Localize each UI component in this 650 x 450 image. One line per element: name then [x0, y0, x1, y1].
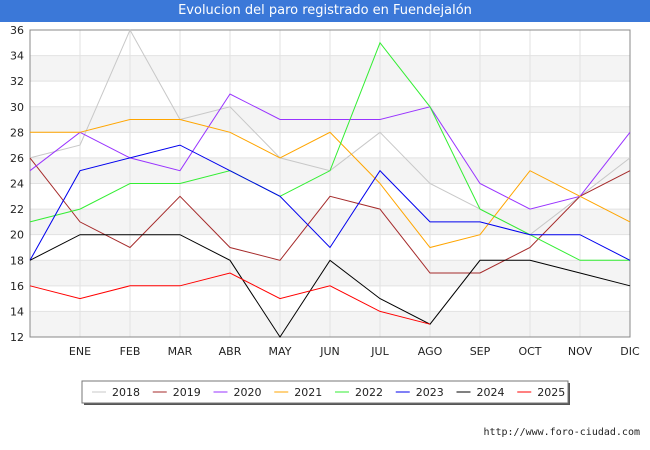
- chart-title: Evolucion del paro registrado en Fuendej…: [0, 0, 650, 22]
- legend-label-2023: 2023: [416, 386, 444, 399]
- x-tick-label: ABR: [219, 345, 242, 358]
- series-lines: [29, 28, 631, 338]
- y-tick-label: 36: [10, 24, 24, 37]
- y-tick-label: 22: [10, 203, 24, 216]
- legend-box: [81, 380, 569, 404]
- y-tick-label: 24: [10, 178, 24, 191]
- series-line-2023: [29, 144, 631, 261]
- x-tick-label: AGO: [418, 345, 443, 358]
- y-tick-label: 26: [10, 152, 24, 165]
- x-tick-label: MAR: [168, 345, 193, 358]
- source-footer: http://www.foro-ciudad.com: [483, 427, 640, 438]
- y-tick-label: 12: [10, 331, 24, 344]
- legend-label-2018: 2018: [112, 386, 140, 399]
- y-tick-label: 30: [10, 101, 24, 114]
- legend-label-2022: 2022: [355, 386, 383, 399]
- legend-label-2020: 2020: [234, 386, 262, 399]
- x-tick-label: SEP: [470, 345, 491, 358]
- x-tick-label: NOV: [568, 345, 593, 358]
- y-tick-label: 28: [10, 126, 24, 139]
- x-tick-label: DIC: [620, 345, 640, 358]
- plot-frame: [29, 29, 631, 338]
- x-tick-label: OCT: [518, 345, 541, 358]
- x-axis-ticks: ENE FEB MAR ABR MAY JUN JUL AGO SEP OCT NOV DIC: [69, 345, 640, 358]
- legend-label-2025: 2025: [537, 386, 565, 399]
- legend-label-2024: 2024: [477, 386, 505, 399]
- grid-lines: [29, 29, 631, 338]
- series-line-2021: [30, 119, 631, 249]
- x-tick-label: JUN: [319, 345, 340, 358]
- y-tick-label: 16: [10, 280, 24, 293]
- x-tick-label: JUL: [370, 345, 389, 358]
- legend: 2018 2019 2020 2021 2022 2023 2024 2025: [81, 380, 570, 405]
- y-tick-label: 14: [10, 305, 24, 318]
- y-tick-label: 20: [10, 229, 24, 242]
- series-line-2019: [29, 157, 631, 274]
- series-line-2024: [29, 234, 631, 338]
- y-tick-label: 18: [10, 254, 24, 267]
- legend-label-2021: 2021: [294, 386, 322, 399]
- y-axis-ticks: 12 14 16 18 20 22 24 26 28 30 32 34 36: [10, 24, 24, 344]
- x-tick-label: ENE: [69, 345, 91, 358]
- x-tick-label: MAY: [269, 345, 292, 358]
- x-tick-label: FEB: [120, 345, 141, 358]
- y-tick-label: 32: [10, 75, 24, 88]
- y-tick-label: 34: [10, 50, 24, 63]
- series-line-2025: [29, 272, 431, 325]
- legend-label-2019: 2019: [173, 386, 201, 399]
